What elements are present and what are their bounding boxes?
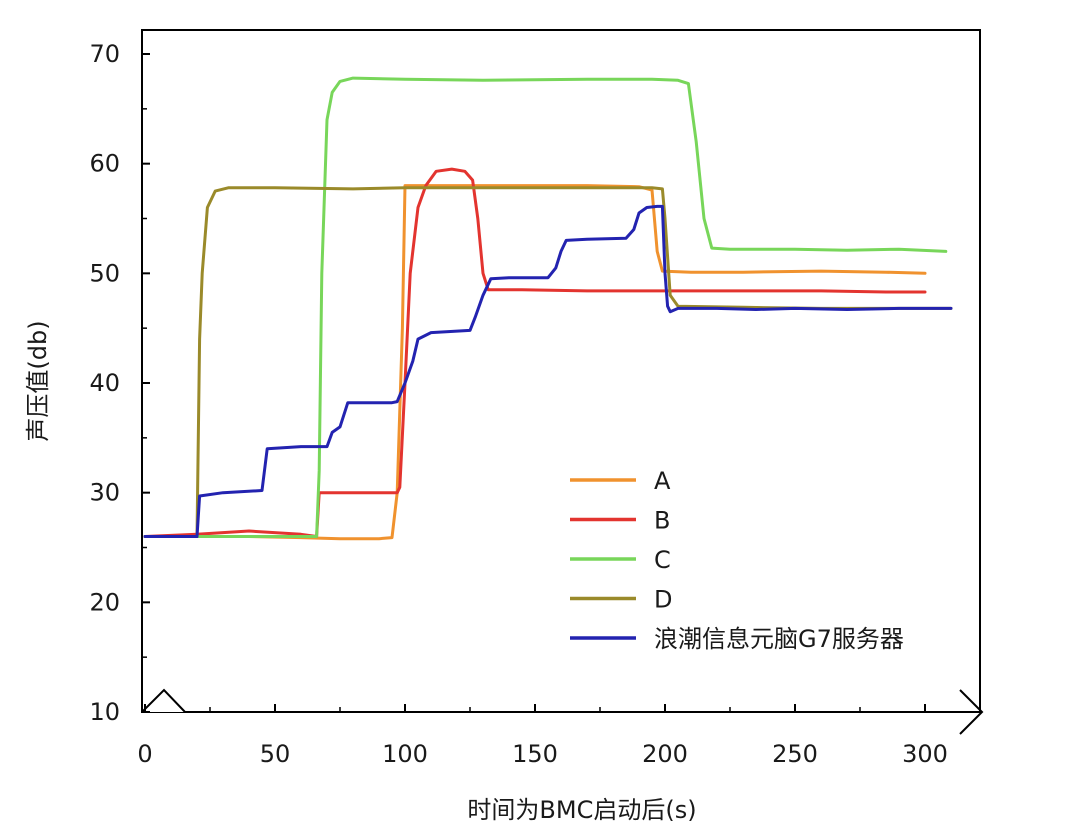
y-tick-label: 30 [89,479,120,507]
x-tick-label: 200 [642,740,688,768]
x-tick-label: 150 [512,740,558,768]
legend-label: 浪潮信息元脑G7服务器 [654,625,904,653]
y-tick-label: 70 [89,40,120,68]
y-axis-title: 声压值(db) [24,320,52,441]
y-tick-label: 10 [89,698,120,726]
x-tick-label: 50 [260,740,291,768]
y-tick-label: 20 [89,588,120,616]
axis-break-mark [141,688,186,713]
x-tick-label: 250 [772,740,818,768]
x-tick-label: 0 [137,740,152,768]
legend-label: C [654,546,671,574]
legend-label: D [654,586,672,614]
x-axis-ticks: 0 50 100 150 200 250 300 [137,704,948,768]
series-line-5 [143,204,953,538]
y-tick-label: 40 [89,369,120,397]
legend-label: A [654,467,671,495]
axis-break-mark-right [959,689,984,735]
series-line-1 [143,184,927,541]
plot-frame [141,29,981,713]
x-tick-label: 100 [382,740,428,768]
y-tick-label: 50 [89,259,120,287]
x-axis-title: 时间为BMC启动后(s) [467,796,696,824]
series-line-4 [143,186,953,538]
series-layer [143,76,953,541]
y-axis-ticks: 10 20 30 40 50 60 70 [89,40,150,726]
legend-label: B [654,507,670,535]
series-line-3 [143,76,948,538]
y-tick-label: 60 [89,150,120,178]
x-tick-label: 300 [902,740,948,768]
